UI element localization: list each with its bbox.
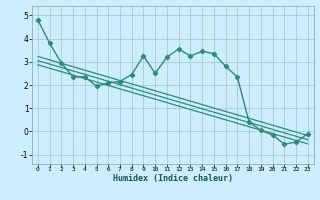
X-axis label: Humidex (Indice chaleur): Humidex (Indice chaleur) (113, 174, 233, 183)
